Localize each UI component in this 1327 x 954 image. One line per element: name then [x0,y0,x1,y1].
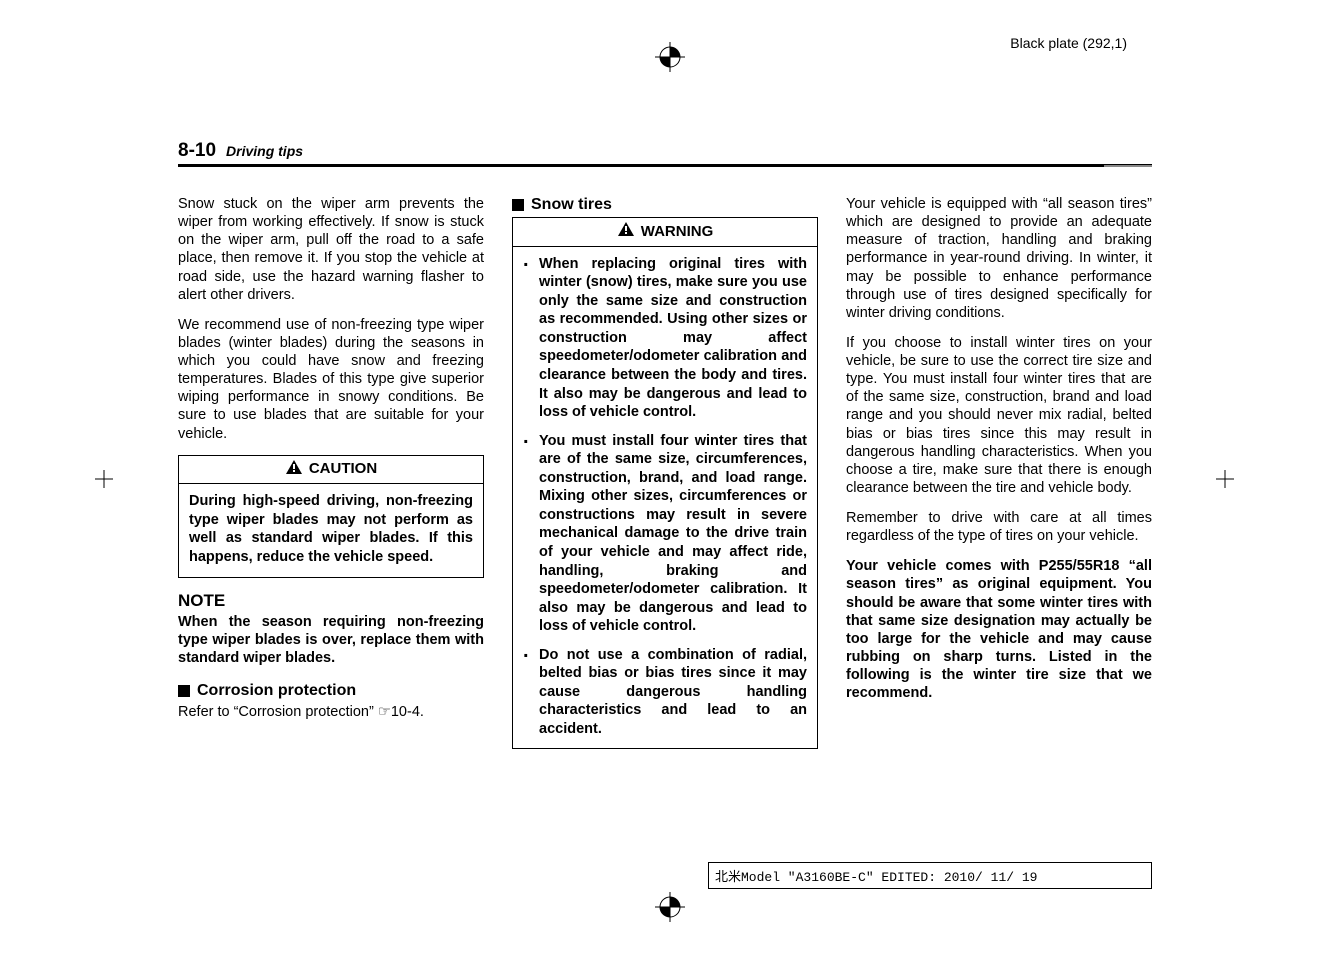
columns: Snow stuck on the wiper arm prevents the… [178,195,1152,761]
warning-item: Do not use a combination of radial, belt… [523,646,807,739]
paragraph: If you choose to install winter tires on… [846,334,1152,497]
subheading-text: Corrosion protection [197,681,356,701]
subheading-corrosion: Corrosion protection [178,681,484,701]
warning-item: When replacing original tires with winte… [523,255,807,422]
caution-header: CAUTION [179,456,483,485]
subheading-text: Snow tires [531,195,612,215]
note-body: When the season requiring non-freezing t… [178,613,484,667]
paragraph: Your vehicle is equipped with “all seaso… [846,195,1152,322]
ref-text: Refer to “Corrosion protection” [178,704,378,720]
crop-mark-left [95,470,113,488]
paragraph: Snow stuck on the wiper arm prevents the… [178,195,484,304]
crop-mark-right [1216,470,1234,488]
warning-body: When replacing original tires with winte… [513,247,817,749]
subheading-snow-tires: Snow tires [512,195,818,215]
note-heading: NOTE [178,590,484,611]
plate-label: Black plate (292,1) [1010,35,1127,51]
crop-mark-bottom [655,892,685,922]
warning-box: WARNING When replacing original tires wi… [512,217,818,749]
caution-body: During high-speed driving, non-freezing … [179,484,483,576]
square-bullet-icon [178,685,190,697]
header-rule [178,164,1152,167]
footer-box: 北米Model "A3160BE-C" EDITED: 2010/ 11/ 19 [708,862,1152,889]
pointer-icon: ☞ [378,704,391,720]
caution-icon [285,459,303,481]
warning-item: You must install four winter tires that … [523,432,807,636]
caution-label: CAUTION [309,460,377,479]
warning-header: WARNING [513,218,817,247]
square-bullet-icon [512,199,524,211]
paragraph: Remember to drive with care at all times… [846,509,1152,545]
page-header: 8-10 Driving tips [178,140,1152,162]
warning-icon [617,221,635,243]
crop-mark-top [655,42,685,72]
section-title: Driving tips [226,143,303,159]
column-3: Your vehicle is equipped with “all seaso… [846,195,1152,761]
paragraph-bold: Your vehicle comes with P255/55R18 “all … [846,557,1152,702]
page: Black plate (292,1) 8-10 Driving tips Sn… [0,0,1327,954]
column-2: Snow tires WARNING When replacing origin… [512,195,818,761]
caution-box: CAUTION During high-speed driving, non-f… [178,455,484,578]
paragraph: We recommend use of non-freezing type wi… [178,316,484,443]
column-1: Snow stuck on the wiper arm prevents the… [178,195,484,761]
warning-label: WARNING [641,223,714,242]
page-number: 8-10 [178,140,216,162]
ref-page: 10-4. [391,704,424,720]
reference-line: Refer to “Corrosion protection” ☞10-4. [178,703,484,721]
